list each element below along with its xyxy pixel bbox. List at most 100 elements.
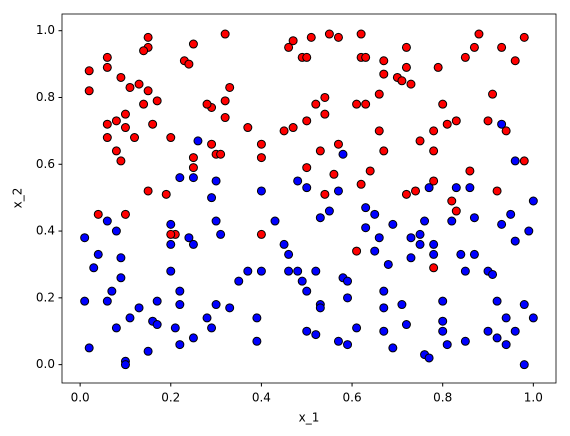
point (111, 146, 121, 156)
point (397, 76, 407, 86)
x-tick-label: 0.4 (252, 391, 271, 405)
point (488, 269, 498, 279)
point (207, 323, 217, 333)
point (284, 42, 294, 52)
point (415, 239, 425, 249)
point (519, 156, 529, 166)
point (256, 153, 266, 163)
y-tick-label: 0.2 (36, 290, 55, 304)
point (406, 233, 416, 243)
point (356, 29, 366, 39)
x-tick-label: 0.6 (343, 391, 362, 405)
point (102, 62, 112, 72)
point (256, 139, 266, 149)
point (225, 303, 235, 313)
point (166, 229, 176, 239)
point (370, 209, 380, 219)
point (519, 360, 529, 370)
point (116, 253, 126, 263)
point (429, 176, 439, 186)
point (429, 239, 439, 249)
point (401, 189, 411, 199)
point (152, 96, 162, 106)
point (442, 340, 452, 350)
point (501, 340, 511, 350)
point (143, 86, 153, 96)
point (315, 146, 325, 156)
point (474, 29, 484, 39)
point (120, 109, 130, 119)
point (216, 229, 226, 239)
point (211, 216, 221, 226)
point (80, 296, 90, 306)
point (343, 276, 353, 286)
point (510, 326, 520, 336)
point (433, 62, 443, 72)
point (120, 209, 130, 219)
point (284, 266, 294, 276)
point (469, 42, 479, 52)
point (401, 320, 411, 330)
point (256, 186, 266, 196)
point (89, 263, 99, 273)
point (84, 343, 94, 353)
point (111, 323, 121, 333)
point (379, 146, 389, 156)
point (451, 116, 461, 126)
point (116, 72, 126, 82)
point (175, 286, 185, 296)
point (415, 136, 425, 146)
point (370, 246, 380, 256)
point (134, 303, 144, 313)
point (207, 139, 217, 149)
point (84, 86, 94, 96)
point (116, 273, 126, 283)
point (143, 186, 153, 196)
point (361, 203, 371, 213)
point (102, 216, 112, 226)
point (333, 139, 343, 149)
point (125, 313, 135, 323)
point (216, 149, 226, 159)
point (510, 156, 520, 166)
x-tick-label: 1.0 (524, 391, 543, 405)
point (315, 213, 325, 223)
point (93, 249, 103, 259)
point (492, 186, 502, 196)
point (379, 326, 389, 336)
point (447, 216, 457, 226)
point (406, 253, 416, 263)
point (333, 186, 343, 196)
point (379, 303, 389, 313)
point (293, 266, 303, 276)
point (288, 123, 298, 133)
point (211, 300, 221, 310)
point (438, 296, 448, 306)
point (343, 293, 353, 303)
point (406, 79, 416, 89)
point (320, 92, 330, 102)
point (329, 169, 339, 179)
point (379, 69, 389, 79)
point (139, 99, 149, 109)
point (107, 286, 117, 296)
point (297, 276, 307, 286)
point (438, 326, 448, 336)
point (510, 236, 520, 246)
point (302, 163, 312, 173)
point (460, 52, 470, 62)
point (324, 206, 334, 216)
point (411, 186, 421, 196)
point (501, 313, 511, 323)
x-tick-label: 0.8 (433, 391, 452, 405)
point (383, 259, 393, 269)
point (184, 233, 194, 243)
point (320, 189, 330, 199)
point (352, 99, 362, 109)
point (116, 156, 126, 166)
point (288, 36, 298, 46)
y-tick-label: 1.0 (36, 23, 55, 37)
x-tick-label: 0.0 (71, 391, 90, 405)
plot-frame (61, 13, 557, 384)
point (111, 116, 121, 126)
